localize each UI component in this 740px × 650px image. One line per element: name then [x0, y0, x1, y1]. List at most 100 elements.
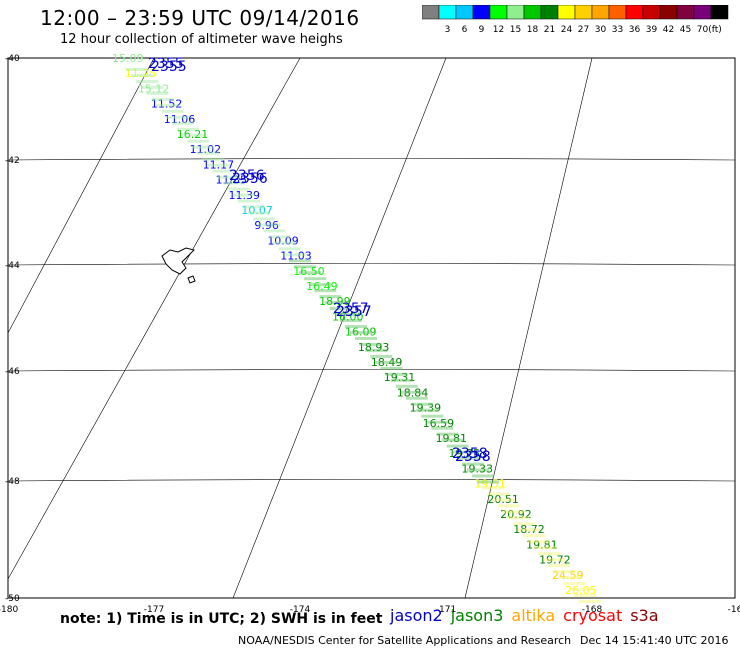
swh-value: 20.92 — [500, 508, 532, 521]
lat-label: -44 — [5, 261, 20, 271]
time-label-shadow: 2358 — [455, 449, 491, 465]
meridian-line — [7, 57, 301, 580]
track-swath — [421, 414, 444, 418]
satellite-jason3: jason3 — [450, 606, 504, 625]
swh-value: 11.52 — [151, 98, 183, 111]
track-swath — [232, 193, 255, 197]
track-swath — [507, 516, 530, 520]
swh-value: 19.81 — [526, 538, 558, 551]
generated-timestamp: Dec 14 15:41:40 UTC 2016 — [580, 634, 729, 647]
track-swath — [441, 438, 464, 442]
track-swath — [538, 552, 561, 556]
track-swath — [197, 151, 220, 155]
legend-label: 6 — [462, 25, 468, 35]
legend-label: 30 — [595, 25, 607, 35]
track-swath — [248, 211, 271, 215]
time-label-shadow: 2357 — [336, 304, 372, 320]
track-swath — [349, 331, 372, 335]
satellite-s3a: s3a — [630, 606, 659, 625]
units-note: note: 1) Time is in UTC; 2) SWH is in fe… — [60, 611, 383, 627]
track-swath — [202, 157, 225, 161]
track-swath — [237, 199, 260, 203]
time-label: 2356 — [229, 168, 265, 184]
swh-value: 11.17 — [203, 158, 235, 171]
track-swath — [161, 109, 184, 113]
track-swath — [146, 91, 169, 95]
legend-label: 18 — [527, 25, 539, 35]
swh-value: 11.03 — [280, 250, 312, 263]
track-swath — [375, 360, 398, 364]
track-swath — [395, 384, 418, 388]
track-swath — [405, 396, 428, 400]
swh-value: 15.09 — [112, 52, 144, 65]
swh-value: 19.81 — [436, 432, 468, 445]
track-swath — [187, 139, 210, 143]
time-label-shadow: 2356 — [232, 171, 268, 187]
track-swath — [517, 528, 540, 532]
track-swath — [355, 336, 378, 340]
track-swath — [446, 444, 469, 448]
swh-value: 11.06 — [164, 113, 196, 126]
time-label: 2358 — [452, 446, 488, 462]
track-swath — [573, 594, 596, 598]
lat-label: -46 — [5, 367, 20, 377]
legend-label: 27 — [578, 25, 589, 35]
track-swath — [207, 163, 230, 167]
swh-value: 9.96 — [254, 219, 279, 232]
parallel-line — [7, 369, 736, 372]
track-swath — [344, 325, 367, 329]
swh-value: 11.35 — [216, 174, 248, 187]
swh-value: 11.25 — [125, 67, 157, 80]
swh-value: 18.93 — [358, 341, 390, 354]
track-swath — [512, 522, 535, 526]
time-label: 2355 — [148, 56, 184, 72]
swh-value: 19.75 — [449, 447, 481, 460]
lon-label: -177 — [144, 605, 164, 615]
track-swath — [339, 319, 362, 323]
track-swath — [436, 432, 459, 436]
time-label-shadow: 2355 — [151, 59, 187, 75]
track-swath — [273, 241, 296, 245]
track-swath — [579, 600, 601, 603]
track-swath — [451, 450, 474, 454]
lat-label: -50 — [5, 594, 20, 604]
lon-label: -171 — [436, 605, 456, 615]
track-swath — [456, 456, 479, 460]
swh-value: 11.02 — [190, 143, 222, 156]
track-swath — [416, 408, 439, 412]
track-swath — [477, 480, 500, 484]
swh-value: 19.39 — [410, 402, 442, 415]
lat-label: -42 — [5, 156, 20, 166]
map-subtitle: 12 hour collection of altimeter wave hei… — [60, 32, 343, 47]
track-swath — [533, 546, 556, 550]
parallel-line — [7, 263, 736, 266]
track-swath — [553, 570, 576, 574]
track-swath — [380, 366, 403, 370]
track-swath — [370, 354, 393, 358]
track-swath — [568, 588, 591, 592]
swh-value: 19.51 — [474, 478, 506, 491]
track-swath — [212, 169, 235, 173]
credit-line: NOAA/NESDIS Center for Satellite Applica… — [238, 634, 572, 647]
track-swath — [309, 283, 332, 287]
track-swath — [243, 205, 266, 209]
swh-value: 18.84 — [397, 386, 429, 399]
track-swath — [136, 79, 159, 83]
lon-label: -168 — [582, 605, 603, 615]
track-swath — [314, 289, 337, 293]
swh-value: 11.39 — [228, 189, 260, 202]
satellite-key: jason2 jason3 altika cryosat s3a — [390, 606, 667, 625]
swh-value: 16.50 — [293, 265, 325, 278]
track-swath — [360, 342, 383, 346]
track-swath — [502, 510, 525, 514]
swh-value: 16.59 — [423, 417, 455, 430]
track-swath — [293, 265, 316, 269]
track-swath — [487, 492, 510, 496]
track-swath — [472, 474, 495, 478]
track-swath — [181, 133, 204, 137]
meridian-line — [464, 57, 593, 599]
satellite-cryosat: cryosat — [563, 606, 623, 625]
legend-unit: (ft) — [708, 25, 722, 35]
legend-label: 36 — [629, 25, 641, 35]
track-swath — [400, 390, 423, 394]
